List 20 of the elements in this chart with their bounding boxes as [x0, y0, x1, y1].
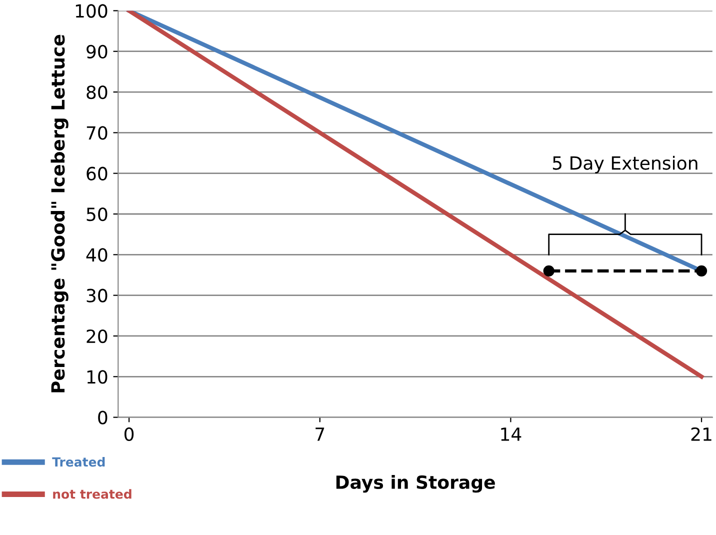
y-tick-label: 10 — [87, 370, 108, 384]
y-tick-label: 60 — [86, 166, 108, 180]
y-tick-label: 90 — [86, 44, 108, 58]
legend-label: Treated — [52, 457, 105, 467]
x-tick-label: 14 — [501, 428, 522, 441]
legend-label: not treated — [53, 489, 132, 499]
x-tick-label: 0 — [124, 427, 134, 441]
annotation: 5 Day Extension — [552, 156, 698, 174]
y-tick-label: 30 — [86, 288, 108, 302]
x-tick-label: 21 — [691, 427, 712, 441]
y-tick-label: 50 — [86, 207, 108, 222]
y-tick-label: 20 — [86, 329, 108, 344]
y-axis-title: Percentage "Good" Iceberg Lettuce — [50, 34, 68, 392]
y-tick-label: 100 — [76, 4, 108, 18]
x-tick-label: 7 — [316, 428, 324, 441]
x-axis-title: Days in Storage — [336, 475, 495, 493]
y-tick-label: 70 — [86, 126, 108, 140]
y-tick-label: 0 — [98, 410, 108, 424]
y-tick-label: 80 — [86, 85, 108, 100]
y-tick-label: 40 — [86, 248, 108, 262]
